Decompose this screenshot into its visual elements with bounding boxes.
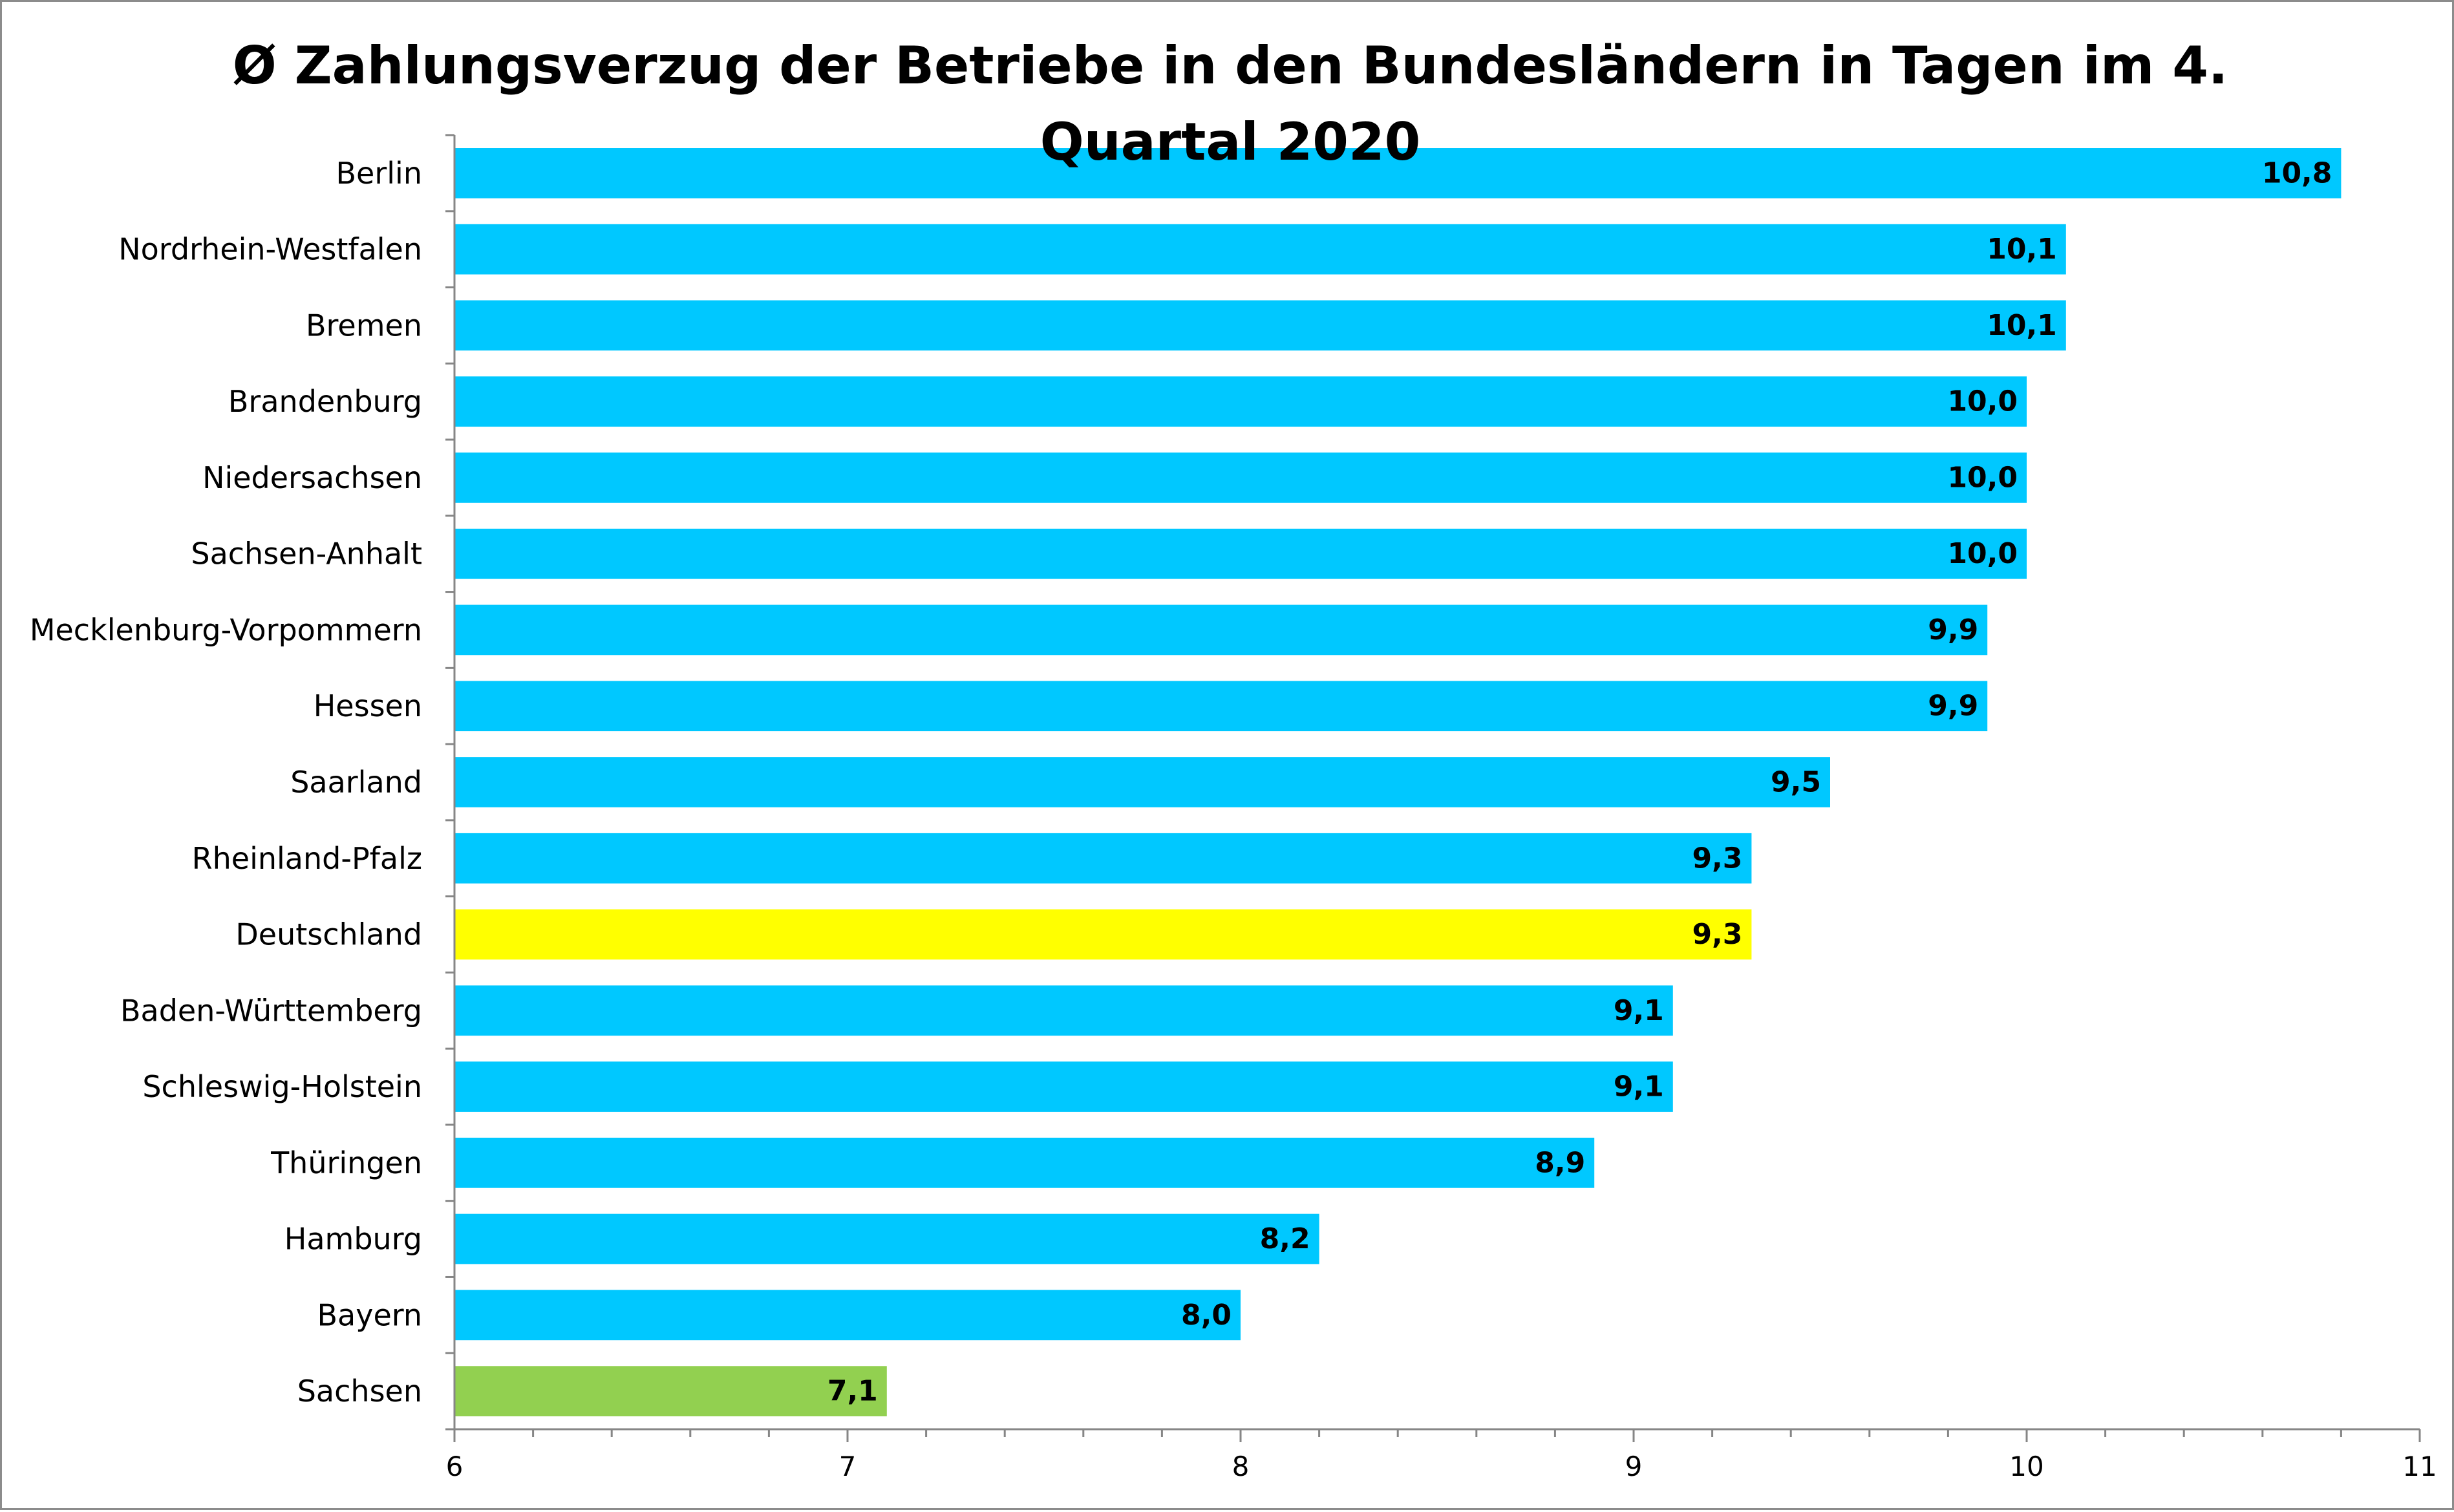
bar-0 bbox=[454, 148, 2342, 198]
data-label: 10,1 bbox=[1987, 309, 2057, 342]
category-label: Sachsen-Anhalt bbox=[191, 537, 422, 571]
bar-5 bbox=[454, 528, 2027, 579]
data-label: 8,9 bbox=[1535, 1146, 1585, 1179]
category-label: Hessen bbox=[314, 688, 422, 723]
category-label: Bremen bbox=[306, 308, 422, 343]
bar-7 bbox=[454, 681, 1988, 732]
category-label: Deutschland bbox=[235, 917, 422, 952]
category-label: Nordrhein-Westfalen bbox=[118, 232, 422, 267]
x-tick-label: 6 bbox=[446, 1451, 464, 1482]
bar-10 bbox=[454, 909, 1752, 960]
category-label: Saarland bbox=[290, 765, 422, 800]
x-tick-label: 10 bbox=[2009, 1451, 2043, 1482]
data-label: 9,9 bbox=[1928, 690, 1978, 723]
data-label: 9,1 bbox=[1614, 1070, 1664, 1103]
data-label: 7,1 bbox=[827, 1375, 878, 1408]
category-label: Berlin bbox=[336, 156, 423, 191]
bar-13 bbox=[454, 1137, 1595, 1188]
data-label: 9,3 bbox=[1692, 918, 1742, 951]
category-label: Thüringen bbox=[270, 1145, 422, 1180]
bar-14 bbox=[454, 1213, 1319, 1264]
data-label: 9,1 bbox=[1614, 994, 1664, 1027]
data-label: 8,2 bbox=[1260, 1222, 1310, 1255]
bar-11 bbox=[454, 985, 1673, 1036]
category-label: Baden-Württemberg bbox=[120, 993, 422, 1028]
category-label: Niedersachsen bbox=[202, 460, 422, 495]
chart-title: Ø Zahlungsverzug der Betriebe in den Bun… bbox=[232, 36, 2228, 172]
bar-2 bbox=[454, 300, 2066, 351]
category-label: Schleswig-Holstein bbox=[142, 1069, 422, 1104]
category-label: Rheinland-Pfalz bbox=[192, 841, 422, 876]
category-label: Sachsen bbox=[297, 1374, 422, 1409]
bar-9 bbox=[454, 833, 1752, 884]
data-label: 9,9 bbox=[1928, 613, 1978, 646]
data-label: 10,0 bbox=[1947, 385, 2018, 418]
x-tick-label: 11 bbox=[2402, 1451, 2437, 1482]
bar-3 bbox=[454, 376, 2027, 427]
data-label: 10,8 bbox=[2262, 156, 2332, 189]
bar-1 bbox=[454, 224, 2066, 275]
bar-8 bbox=[454, 757, 1830, 807]
data-label: 9,3 bbox=[1692, 842, 1742, 875]
category-label: Bayern bbox=[317, 1297, 422, 1332]
bar-4 bbox=[454, 453, 2027, 503]
data-label: 10,1 bbox=[1987, 233, 2057, 266]
x-tick-label: 9 bbox=[1625, 1451, 1643, 1482]
data-label: 10,0 bbox=[1947, 537, 2018, 570]
category-label: Hamburg bbox=[284, 1222, 422, 1257]
x-tick-label: 8 bbox=[1232, 1451, 1250, 1482]
data-label: 10,0 bbox=[1947, 461, 2018, 494]
category-label: Brandenburg bbox=[228, 384, 422, 419]
bar-12 bbox=[454, 1061, 1673, 1112]
x-tick-label: 7 bbox=[839, 1451, 857, 1482]
data-label: 8,0 bbox=[1181, 1299, 1232, 1332]
bar-6 bbox=[454, 604, 1988, 655]
data-label: 9,5 bbox=[1771, 766, 1821, 799]
bar-15 bbox=[454, 1290, 1241, 1341]
category-label: Mecklenburg-Vorpommern bbox=[30, 612, 422, 647]
bar-16 bbox=[454, 1366, 887, 1416]
